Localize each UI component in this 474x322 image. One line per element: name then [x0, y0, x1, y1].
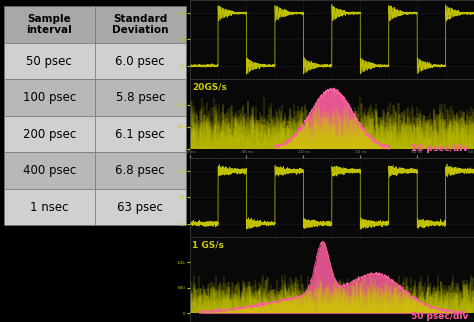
Text: 200 psec: 200 psec	[23, 128, 76, 141]
Text: Sample
interval: Sample interval	[27, 14, 72, 35]
Text: 5.8 psec: 5.8 psec	[116, 91, 165, 104]
Text: 20GS/s: 20GS/s	[192, 82, 228, 91]
Text: 400 psec: 400 psec	[23, 164, 76, 177]
FancyBboxPatch shape	[4, 43, 95, 80]
Text: 50 psec: 50 psec	[27, 55, 72, 68]
FancyBboxPatch shape	[4, 6, 95, 43]
Text: 6.1 psec: 6.1 psec	[116, 128, 165, 141]
Text: 6.0 psec: 6.0 psec	[116, 55, 165, 68]
Text: 6.8 psec: 6.8 psec	[116, 164, 165, 177]
Text: Standard
Deviation: Standard Deviation	[112, 14, 169, 35]
FancyBboxPatch shape	[95, 6, 186, 43]
Text: 63 psec: 63 psec	[118, 201, 163, 214]
FancyBboxPatch shape	[95, 116, 186, 152]
FancyBboxPatch shape	[4, 189, 95, 225]
FancyBboxPatch shape	[95, 43, 186, 80]
FancyBboxPatch shape	[95, 80, 186, 116]
Text: 1 nsec: 1 nsec	[30, 201, 69, 214]
FancyBboxPatch shape	[4, 152, 95, 189]
FancyBboxPatch shape	[4, 116, 95, 152]
FancyBboxPatch shape	[95, 152, 186, 189]
Text: 10 psec/div: 10 psec/div	[411, 144, 468, 153]
Text: 1 GS/s: 1 GS/s	[192, 240, 224, 249]
FancyBboxPatch shape	[4, 80, 95, 116]
Text: 100 psec: 100 psec	[23, 91, 76, 104]
Text: 50 psec/div: 50 psec/div	[411, 312, 468, 321]
FancyBboxPatch shape	[95, 189, 186, 225]
